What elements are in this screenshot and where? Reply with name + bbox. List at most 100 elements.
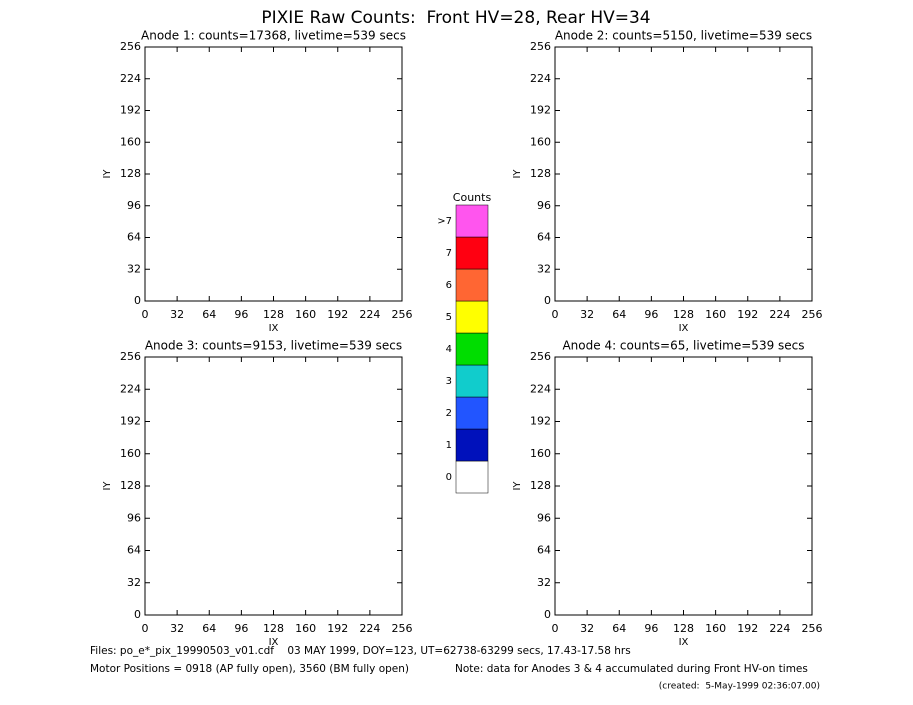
y-tick-label: 96 — [127, 511, 141, 524]
x-tick-label: 224 — [769, 308, 790, 321]
y-tick-label: 0 — [134, 608, 141, 621]
footer-motor: Motor Positions = 0918 (AP fully open), … — [90, 663, 409, 675]
y-tick-label: 64 — [127, 544, 141, 557]
x-tick-label: 32 — [170, 622, 184, 635]
y-tick-label: 224 — [120, 72, 141, 85]
y-tick-label: 32 — [537, 576, 551, 589]
x-tick-label: 32 — [580, 622, 594, 635]
x-tick-label: 160 — [295, 308, 316, 321]
x-tick-label: 224 — [359, 622, 380, 635]
x-tick-label: 192 — [327, 308, 348, 321]
x-tick-label: 96 — [234, 622, 248, 635]
x-tick-label: 224 — [359, 308, 380, 321]
y-tick-label: 224 — [120, 382, 141, 395]
x-label: IX — [269, 323, 279, 334]
x-tick-label: 64 — [612, 308, 626, 321]
y-tick-label: 192 — [120, 415, 141, 428]
y-tick-label: 0 — [544, 608, 551, 621]
x-tick-label: 0 — [552, 308, 559, 321]
y-tick-label: 64 — [537, 544, 551, 557]
y-tick-label: 192 — [530, 104, 551, 117]
x-tick-label: 256 — [802, 308, 823, 321]
x-tick-label: 0 — [142, 308, 149, 321]
colorbar-swatch — [455, 396, 489, 430]
y-tick-label: 128 — [120, 479, 141, 492]
x-tick-label: 32 — [580, 308, 594, 321]
x-tick-label: 32 — [170, 308, 184, 321]
y-tick-label: 224 — [530, 382, 551, 395]
footer-files: Files: po_e*_pix_19990503_v01.cdf 03 MAY… — [90, 645, 631, 657]
x-tick-label: 160 — [705, 622, 726, 635]
colorbar-label: 2 — [446, 408, 452, 419]
y-tick-label: 96 — [537, 511, 551, 524]
footer-created: (created: 5-May-1999 02:36:07.00) — [659, 682, 820, 692]
y-tick-label: 32 — [127, 576, 141, 589]
colorbar-swatch — [455, 268, 489, 302]
colorbar-label: 1 — [446, 440, 452, 451]
panel-title: Anode 3: counts=9153, livetime=539 secs — [145, 339, 402, 353]
x-tick-label: 160 — [295, 622, 316, 635]
plot-frame — [554, 46, 813, 302]
colorbar-label: 4 — [446, 344, 452, 355]
y-tick-label: 192 — [120, 104, 141, 117]
y-tick-label: 192 — [530, 415, 551, 428]
y-tick-label: 160 — [530, 447, 551, 460]
y-tick-label: 256 — [120, 40, 141, 53]
y-tick-label: 160 — [120, 135, 141, 148]
panel-title: Anode 2: counts=5150, livetime=539 secs — [555, 29, 812, 43]
colorbar-title: Counts — [453, 191, 492, 204]
colorbar-label: 3 — [446, 376, 452, 387]
panel-title: Anode 4: counts=65, livetime=539 secs — [562, 339, 804, 353]
y-tick-label: 256 — [530, 350, 551, 363]
x-tick-label: 96 — [644, 308, 658, 321]
y-tick-label: 224 — [530, 72, 551, 85]
x-tick-label: 64 — [612, 622, 626, 635]
x-tick-label: 96 — [644, 622, 658, 635]
y-tick-label: 32 — [127, 262, 141, 275]
colorbar-swatch — [455, 300, 489, 334]
x-tick-label: 128 — [263, 308, 284, 321]
colorbar-swatch — [455, 332, 489, 366]
y-tick-label: 128 — [120, 167, 141, 180]
y-label: IY — [512, 481, 523, 491]
colorbar-label: 7 — [446, 248, 452, 259]
x-tick-label: 96 — [234, 308, 248, 321]
y-tick-label: 256 — [530, 40, 551, 53]
y-tick-label: 0 — [544, 294, 551, 307]
y-label: IY — [102, 169, 113, 179]
colorbar-label: 6 — [446, 280, 452, 291]
y-tick-label: 96 — [537, 199, 551, 212]
y-label: IY — [102, 481, 113, 491]
x-tick-label: 0 — [552, 622, 559, 635]
x-tick-label: 256 — [392, 308, 413, 321]
main-title: PIXIE Raw Counts: Front HV=28, Rear HV=3… — [261, 8, 650, 28]
colorbar-swatch — [455, 460, 489, 494]
x-label: IX — [269, 637, 279, 648]
colorbar-swatch — [455, 236, 489, 270]
x-tick-label: 192 — [737, 622, 758, 635]
y-label: IY — [512, 169, 523, 179]
colorbar-label: 0 — [446, 472, 452, 483]
colorbar-swatch — [455, 428, 489, 462]
x-tick-label: 224 — [769, 622, 790, 635]
y-tick-label: 160 — [530, 135, 551, 148]
colorbar-label: >7 — [437, 216, 452, 227]
y-tick-label: 96 — [127, 199, 141, 212]
plot-frame — [144, 356, 403, 616]
plot-frame — [144, 46, 403, 302]
x-tick-label: 256 — [802, 622, 823, 635]
y-tick-label: 128 — [530, 479, 551, 492]
y-tick-label: 32 — [537, 262, 551, 275]
x-tick-label: 128 — [263, 622, 284, 635]
x-tick-label: 192 — [327, 622, 348, 635]
y-tick-label: 64 — [537, 231, 551, 244]
y-tick-label: 64 — [127, 231, 141, 244]
x-tick-label: 192 — [737, 308, 758, 321]
y-tick-label: 160 — [120, 447, 141, 460]
x-tick-label: 64 — [202, 308, 216, 321]
colorbar-swatch — [455, 204, 489, 238]
y-tick-label: 0 — [134, 294, 141, 307]
x-label: IX — [679, 637, 689, 648]
colorbar-label: 5 — [446, 312, 452, 323]
